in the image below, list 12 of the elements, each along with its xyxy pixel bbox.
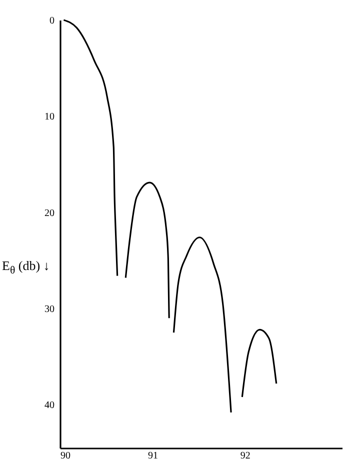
line-series — [172, 236, 232, 414]
line-series — [241, 328, 278, 398]
x-tick-label: 92 — [240, 450, 250, 462]
line-series — [124, 182, 170, 319]
y-tick-label: 0 — [50, 16, 54, 26]
y-tick-label: 10 — [44, 112, 54, 123]
x-tick-label: 90 — [60, 450, 70, 462]
x-tick-label: 91 — [148, 450, 158, 462]
y-tick-label: 30 — [44, 304, 54, 316]
y-axis-title: E$_{θ}$ (db) ↓ — [2, 258, 50, 277]
y-tick-label: 40 — [44, 400, 54, 412]
y-tick-label: 20 — [44, 208, 54, 219]
